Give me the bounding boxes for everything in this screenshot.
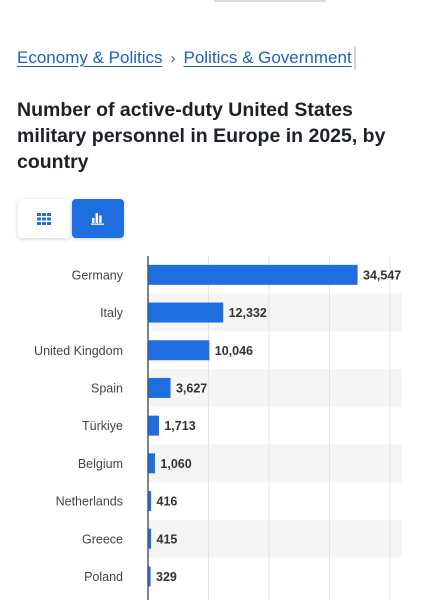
data-label: 1,713 <box>164 419 195 433</box>
bar[interactable] <box>148 566 151 587</box>
bar[interactable] <box>148 528 152 549</box>
data-label: 416 <box>157 495 178 509</box>
category-label: Germany <box>72 268 124 282</box>
row-band <box>148 444 402 483</box>
bar[interactable] <box>148 340 210 361</box>
breadcrumb-link-politics-government[interactable]: Politics & Government <box>183 48 352 67</box>
chart-view-button[interactable] <box>72 199 124 238</box>
bar-chart: Germany 34,547 Italy 12,332 United Kingdom 10… <box>34 256 402 600</box>
bar[interactable] <box>148 453 156 474</box>
chart-area: Germany 34,547 Italy 12,332 United Kingdom 10… <box>0 256 429 600</box>
category-label: Netherlands <box>56 495 123 509</box>
breadcrumb-link-economy-politics[interactable]: Economy & Politics <box>17 48 163 67</box>
category-label: Türkiye <box>82 419 123 433</box>
row-band <box>148 369 402 407</box>
category-label: Greece <box>82 532 123 546</box>
grid-icon <box>37 212 51 225</box>
row-band <box>148 519 402 558</box>
category-label: United Kingdom <box>34 344 123 358</box>
category-label: Spain <box>91 381 123 395</box>
data-label: 1,060 <box>160 457 191 471</box>
bar[interactable] <box>148 415 159 436</box>
top-scroll-area <box>0 0 429 8</box>
data-label: 12,332 <box>229 306 267 320</box>
data-label: 415 <box>157 532 178 546</box>
breadcrumb-scroll-edge <box>353 46 356 70</box>
bar[interactable] <box>148 491 152 512</box>
category-label: Poland <box>84 570 123 584</box>
breadcrumb-separator: › <box>170 49 176 67</box>
breadcrumb: Economy & Politics › Politics & Governme… <box>17 46 356 70</box>
page-title: Number of active-duty United States mili… <box>17 99 386 173</box>
bar[interactable] <box>148 377 171 398</box>
data-label: 3,627 <box>176 381 207 395</box>
bar[interactable] <box>148 302 224 323</box>
view-toggle <box>18 199 124 238</box>
data-label: 329 <box>156 570 177 584</box>
bar[interactable] <box>148 264 358 285</box>
data-label: 34,547 <box>363 268 401 282</box>
scroll-indicator <box>214 0 326 2</box>
data-label: 10,046 <box>215 344 253 358</box>
category-label: Belgium <box>78 457 123 471</box>
bar-chart-icon <box>91 213 104 225</box>
category-label: Italy <box>100 306 124 320</box>
table-view-button[interactable] <box>18 199 70 238</box>
